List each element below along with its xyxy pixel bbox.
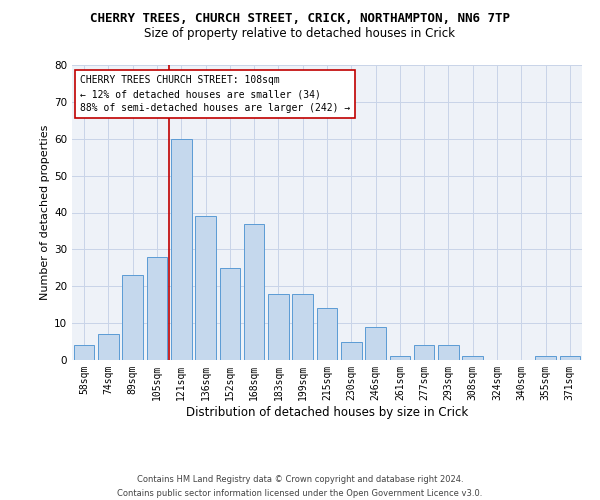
Bar [244, 224, 265, 360]
Bar [317, 308, 337, 360]
Bar [463, 356, 483, 360]
Bar [146, 257, 167, 360]
Bar [389, 356, 410, 360]
Bar [268, 294, 289, 360]
Bar [122, 275, 143, 360]
Text: CHERRY TREES CHURCH STREET: 108sqm
← 12% of detached houses are smaller (34)
88%: CHERRY TREES CHURCH STREET: 108sqm ← 12%… [80, 76, 350, 114]
Text: CHERRY TREES, CHURCH STREET, CRICK, NORTHAMPTON, NN6 7TP: CHERRY TREES, CHURCH STREET, CRICK, NORT… [90, 12, 510, 26]
Bar [292, 294, 313, 360]
Bar [438, 345, 459, 360]
Bar [341, 342, 362, 360]
Text: Contains HM Land Registry data © Crown copyright and database right 2024.
Contai: Contains HM Land Registry data © Crown c… [118, 476, 482, 498]
Text: Size of property relative to detached houses in Crick: Size of property relative to detached ho… [145, 28, 455, 40]
Bar [414, 345, 434, 360]
Bar [220, 268, 240, 360]
Bar [365, 327, 386, 360]
Bar [535, 356, 556, 360]
Bar [98, 334, 119, 360]
X-axis label: Distribution of detached houses by size in Crick: Distribution of detached houses by size … [186, 406, 468, 418]
Bar [560, 356, 580, 360]
Bar [171, 138, 191, 360]
Y-axis label: Number of detached properties: Number of detached properties [40, 125, 50, 300]
Bar [195, 216, 216, 360]
Bar [74, 345, 94, 360]
